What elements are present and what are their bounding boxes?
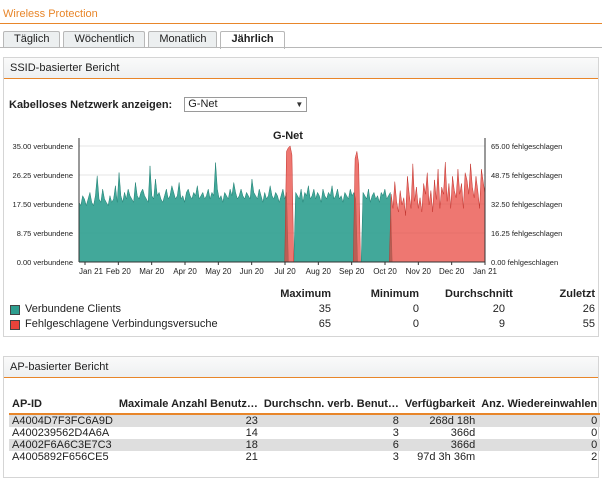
- legend-min-connected: 0: [412, 303, 419, 315]
- x-tick-label: Feb 20: [106, 267, 131, 276]
- title-divider: [0, 23, 602, 24]
- y-right-tick-label: 16.25 fehlgeschlagen: [491, 229, 562, 238]
- col-header-reconnects[interactable]: Anz. Wiedereinwahlen: [478, 395, 601, 415]
- chevron-down-icon: ▼: [295, 100, 304, 109]
- x-tick-label: May 20: [205, 267, 232, 276]
- avg-users-cell: 3: [392, 451, 399, 463]
- reconnects-cell: 0: [591, 427, 598, 439]
- legend-label-connected: Verbundene Clients: [25, 303, 122, 315]
- network-select-label: Kabelloses Netzwerk anzeigen:: [9, 98, 173, 111]
- reconnects-cell: 0: [478, 414, 601, 427]
- ap-report-panel: AP-basierter Bericht AP-ID Maximale Anza…: [3, 356, 601, 478]
- max-users-cell: 18: [115, 439, 261, 451]
- tab-monthly[interactable]: Monatlich: [148, 31, 218, 48]
- avg-users-cell: 6: [260, 439, 402, 451]
- col-header-avg-users[interactable]: Durchschn. verb. Benut…: [260, 395, 402, 415]
- max-users-cell: 14: [245, 427, 258, 439]
- legend-avg-connected: 20: [492, 303, 505, 315]
- network-select[interactable]: G-Net ▼: [184, 97, 308, 112]
- chart-title: G-Net: [273, 130, 303, 142]
- col-header-max-users[interactable]: Maximale Anzahl Benutz…: [115, 395, 261, 415]
- ssid-report-panel: SSID-basierter Bericht Kabelloses Netzwe…: [3, 57, 599, 337]
- x-tick-label: Jun 20: [240, 267, 265, 276]
- max-users-cell: 23: [115, 414, 261, 427]
- legend-swatch-connected: [10, 305, 20, 315]
- ap-table-header: AP-ID Maximale Anzahl Benutz… Durchschn.…: [9, 395, 601, 415]
- legend-last-failed: 55: [582, 318, 595, 330]
- availability-cell: 268d 18h: [401, 414, 479, 427]
- legend-avg-failed: 9: [498, 318, 505, 330]
- legend-row-failed: Fehlgeschlagene Verbindungsversuche 65 0…: [9, 318, 599, 332]
- legend-header-min: Minimum: [370, 288, 419, 300]
- tab-daily[interactable]: Täglich: [3, 31, 61, 48]
- y-left-tick-label: 35.00 verbundene: [13, 142, 73, 151]
- period-tabs: Täglich Wöchentlich Monatlich Jährlich: [3, 31, 288, 49]
- x-tick-label: Oct 20: [373, 267, 397, 276]
- legend-row-connected: Verbundene Clients 35 0 20 26: [9, 303, 599, 317]
- table-row[interactable]: A4002F6A6C3E7C3 18 6 366d 0: [9, 439, 601, 451]
- legend-max-failed: 65: [318, 318, 331, 330]
- avg-users-cell: 3: [392, 427, 399, 439]
- table-row[interactable]: A400239562D4A6A 14 3 366d 0: [9, 427, 600, 439]
- y-right-tick-label: 65.00 fehlgeschlagen: [491, 142, 562, 151]
- y-left-tick-label: 0.00 verbundene: [17, 258, 73, 267]
- ap-panel-title: AP-basierter Bericht: [4, 357, 598, 378]
- availability-cell: 366d: [401, 439, 479, 451]
- legend-swatch-failed: [10, 320, 20, 330]
- col-header-availability[interactable]: Verfügbarkeit: [401, 395, 479, 415]
- ap-id-cell: A4002F6A6C3E7C3: [9, 439, 116, 451]
- legend-header-last: Zuletzt: [559, 288, 595, 300]
- max-users-cell: 21: [245, 451, 258, 463]
- ap-table: AP-ID Maximale Anzahl Benutz… Durchschn.…: [9, 395, 601, 463]
- x-tick-label: Jan 21: [79, 267, 104, 276]
- tab-weekly[interactable]: Wöchentlich: [63, 31, 146, 48]
- x-tick-label: Nov 20: [406, 267, 432, 276]
- ssid-chart: G-Net 35.00 verbundene 65.00 fehlgeschlag…: [13, 130, 563, 276]
- ap-id-cell: A400239562D4A6A: [12, 427, 110, 439]
- avg-users-cell: 8: [260, 414, 402, 427]
- col-header-ap-id[interactable]: AP-ID: [9, 395, 116, 415]
- reconnects-cell: 0: [478, 439, 601, 451]
- network-select-value: G-Net: [188, 98, 218, 110]
- y-right-tick-label: 0.00 fehlgeschlagen: [491, 258, 558, 267]
- x-tick-label: Jul 20: [274, 267, 296, 276]
- y-right-tick-label: 32.50 fehlgeschlagen: [491, 200, 562, 209]
- legend-header-max: Maximum: [280, 288, 331, 300]
- x-tick-label: Mar 20: [139, 267, 164, 276]
- legend-min-failed: 0: [412, 318, 419, 330]
- legend-header-avg: Durchschnitt: [445, 288, 513, 300]
- ap-id-cell: A4004D7F3FC6A9D: [9, 414, 116, 427]
- y-left-tick-label: 17.50 verbundene: [13, 200, 73, 209]
- x-tick-label: Dec 20: [439, 267, 465, 276]
- legend-label-failed: Fehlgeschlagene Verbindungsversuche: [25, 318, 218, 330]
- network-select-row: Kabelloses Netzwerk anzeigen: G-Net ▼: [9, 97, 308, 112]
- tab-yearly[interactable]: Jährlich: [220, 31, 285, 49]
- ssid-panel-title: SSID-basierter Bericht: [4, 58, 598, 79]
- x-tick-label: Sep 20: [339, 267, 365, 276]
- tabs-divider: [0, 47, 602, 48]
- y-left-tick-label: 8.75 verbundene: [17, 229, 73, 238]
- x-tick-label: Apr 20: [173, 267, 197, 276]
- x-tick-label: Aug 20: [306, 267, 332, 276]
- legend-last-connected: 26: [582, 303, 595, 315]
- x-tick-label: Jan 21: [473, 267, 498, 276]
- legend-header: Maximum Minimum Durchschnitt Zuletzt: [9, 288, 599, 302]
- table-row[interactable]: A4005892F656CE5 21 3 97d 3h 36m 2: [9, 451, 600, 463]
- reconnects-cell: 2: [591, 451, 598, 463]
- availability-cell: 97d 3h 36m: [417, 451, 476, 463]
- y-right-tick-label: 48.75 fehlgeschlagen: [491, 171, 562, 180]
- availability-cell: 366d: [450, 427, 476, 439]
- y-left-tick-label: 26.25 verbundene: [13, 171, 73, 180]
- legend-max-connected: 35: [318, 303, 331, 315]
- app-title: Wireless Protection: [3, 8, 98, 20]
- table-row[interactable]: A4004D7F3FC6A9D 23 8 268d 18h 0: [9, 414, 601, 427]
- ap-id-cell: A4005892F656CE5: [12, 451, 109, 463]
